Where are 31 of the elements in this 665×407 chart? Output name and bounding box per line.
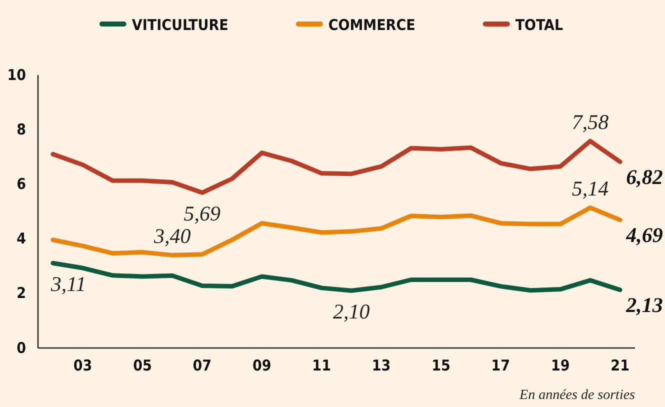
- text: En années de sorties: [518, 388, 636, 403]
- line-series: [50, 260, 622, 293]
- x-tick-label: 09: [252, 356, 272, 375]
- annotation: 4,69: [625, 222, 664, 247]
- annotation: 3,11: [50, 272, 86, 296]
- legend-label: TOTAL: [515, 16, 564, 34]
- annotation: 2,10: [333, 300, 370, 324]
- y-tick-label: 2: [16, 284, 26, 302]
- y-tick-label: 0: [16, 338, 26, 357]
- x-tick-label: 15: [432, 356, 450, 375]
- x-tick-label: 13: [372, 356, 391, 375]
- legend-label: COMMERCE: [328, 16, 416, 34]
- annotation: 5,69: [184, 202, 222, 226]
- x-tick-label: 07: [192, 356, 212, 375]
- legend-label: VITICULTURE: [132, 16, 228, 34]
- annotation: 6,82: [626, 164, 664, 189]
- x-tick-label: 05: [133, 356, 152, 375]
- x-tick-label: 17: [491, 356, 510, 375]
- annotation: 7,58: [572, 110, 610, 134]
- x-tick-label: 19: [550, 356, 570, 375]
- annotation: 2,13: [625, 292, 663, 317]
- x-tick-label: 03: [73, 356, 92, 375]
- y-tick-label: 4: [16, 230, 26, 248]
- x-tick-label: 11: [312, 356, 331, 375]
- line-series: [50, 205, 622, 258]
- annotation: 5,14: [572, 176, 610, 201]
- y-tick-label: 8: [16, 120, 26, 138]
- y-tick-label: 6: [16, 175, 26, 193]
- annotation: 3,40: [152, 224, 192, 248]
- y-tick-label: 10: [7, 66, 26, 84]
- x-tick-label: 21: [610, 356, 630, 375]
